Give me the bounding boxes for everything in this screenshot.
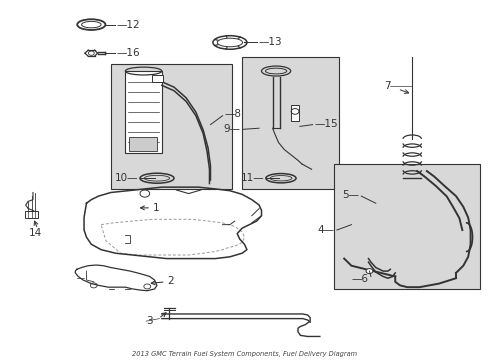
Text: —12: —12 (116, 19, 140, 30)
Text: 3: 3 (146, 316, 153, 326)
Bar (334, 164, 479, 289)
Text: 14: 14 (29, 228, 42, 238)
Bar (25, 211, 38, 217)
Text: —13: —13 (258, 37, 281, 48)
Text: 5—: 5— (341, 190, 358, 201)
Text: —16: —16 (116, 48, 140, 58)
Text: 1: 1 (153, 203, 160, 213)
Text: —8: —8 (224, 109, 241, 119)
Text: 9—: 9— (223, 124, 240, 134)
Bar (111, 64, 232, 189)
Bar (129, 137, 157, 152)
Text: 11—: 11— (240, 173, 264, 183)
Bar (125, 71, 162, 153)
Text: 7: 7 (383, 81, 389, 91)
Text: —6: —6 (351, 274, 368, 284)
Bar (290, 105, 299, 121)
Text: 10—: 10— (115, 173, 138, 183)
Text: 4—: 4— (317, 225, 334, 235)
Text: 2: 2 (167, 276, 174, 286)
Circle shape (366, 269, 372, 274)
Text: 2013 GMC Terrain Fuel System Components, Fuel Delivery Diagram: 2013 GMC Terrain Fuel System Components,… (132, 351, 356, 357)
Bar (242, 57, 339, 189)
Text: —15: —15 (314, 118, 337, 129)
Bar (152, 75, 163, 82)
